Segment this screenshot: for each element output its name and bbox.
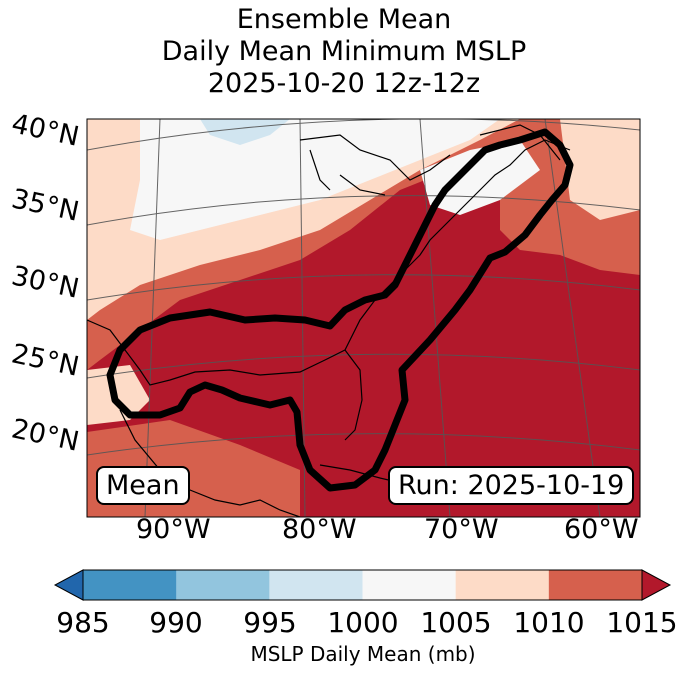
- grid-lat-30: [87, 274, 640, 301]
- colorbar-extend-low: [53, 569, 84, 601]
- lon-label-60: 60°W: [564, 514, 639, 545]
- grid-lon-60: [544, 119, 601, 517]
- colorbar-extend-high: [641, 569, 672, 601]
- colorbar-swatch-1000: [362, 570, 457, 600]
- mean-box: Mean: [96, 466, 190, 505]
- grid-lat-20: [87, 433, 640, 456]
- colorbar-tick-1000: 1000: [327, 606, 399, 639]
- colorbar-tick-1010: 1010: [513, 606, 585, 639]
- grid-lon-90: [144, 119, 161, 517]
- run-box: Run: 2025-10-19: [388, 466, 635, 505]
- lon-label-70: 70°W: [424, 514, 499, 545]
- colorbar-tick-1015: 1015: [606, 606, 678, 639]
- chart-title: Ensemble Mean Daily Mean Minimum MSLP 20…: [0, 4, 688, 100]
- lon-label-90: 90°W: [136, 514, 211, 545]
- colorbar-swatch-1005: [455, 570, 550, 600]
- field-1005-1010-atlantic: [560, 119, 640, 220]
- colorbar-swatch-990: [176, 570, 270, 600]
- map-frame: [86, 118, 641, 518]
- colorbar-tick-1005: 1005: [420, 606, 492, 639]
- contour-1015: [106, 128, 574, 492]
- field-1005-1010-gulfwest: [87, 365, 150, 425]
- colorbar-tick-990: 990: [149, 606, 203, 639]
- field-1000-1005: [130, 119, 500, 240]
- colorbar-frame: [82, 569, 643, 601]
- colorbar-swatch-995: [269, 570, 363, 600]
- title-line-2: Daily Mean Minimum MSLP: [161, 36, 527, 67]
- grid-lat-25: [87, 353, 640, 379]
- title-line-1: Ensemble Mean: [236, 4, 452, 35]
- colorbar-tick-985: 985: [56, 606, 110, 639]
- colorbar-swatch-1010: [548, 570, 643, 600]
- colorbar-swatch-985: [83, 570, 177, 600]
- colorbar-tick-995: 995: [243, 606, 297, 639]
- lon-label-80: 80°W: [282, 514, 357, 545]
- grid-lat-40: [87, 119, 640, 151]
- grid-lon-70: [419, 119, 451, 517]
- colorbar-label: MSLP Daily Mean (mb): [250, 642, 476, 666]
- title-line-3: 2025-10-20 12z-12z: [207, 68, 481, 99]
- grid-lat-35: [87, 195, 640, 226]
